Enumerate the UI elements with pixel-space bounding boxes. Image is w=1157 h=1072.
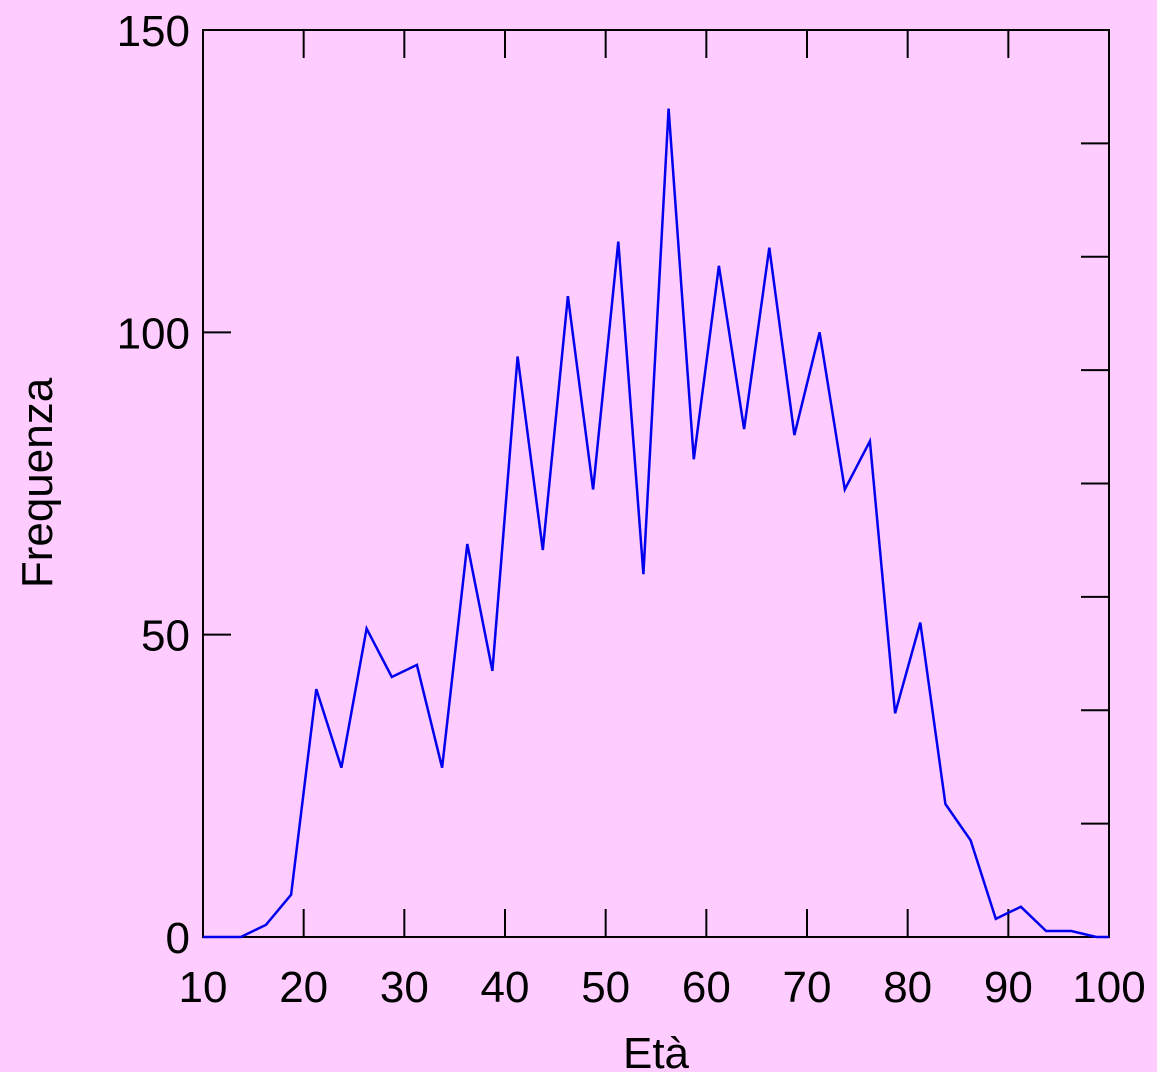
y-tick-labels: 0 50 100 150 — [117, 7, 190, 963]
y-tick-label: 50 — [141, 612, 190, 661]
x-axis-title: Età — [623, 1029, 690, 1072]
x-tick-label: 50 — [581, 963, 630, 1012]
y-axis-title: Frequenza — [13, 377, 62, 588]
plot-frame — [202, 29, 1110, 938]
y-tick-label: 150 — [117, 7, 190, 56]
x-tick-label: 100 — [1072, 963, 1145, 1012]
x-tick-label: 10 — [179, 963, 228, 1012]
x-tick-label: 70 — [783, 963, 832, 1012]
x-tick-label: 90 — [984, 963, 1033, 1012]
x-tick-labels: 10 20 30 40 50 60 70 80 90 100 — [179, 963, 1146, 1012]
series-line — [203, 108, 1109, 939]
x-tick-label: 40 — [481, 963, 530, 1012]
y-tick-label: 100 — [117, 309, 190, 358]
x-tick-label: 20 — [279, 963, 328, 1012]
x-tick-label: 60 — [682, 963, 731, 1012]
axis-ticks — [203, 30, 1109, 937]
x-tick-label: 30 — [380, 963, 429, 1012]
y-tick-label: 0 — [166, 914, 190, 963]
x-tick-label: 80 — [883, 963, 932, 1012]
